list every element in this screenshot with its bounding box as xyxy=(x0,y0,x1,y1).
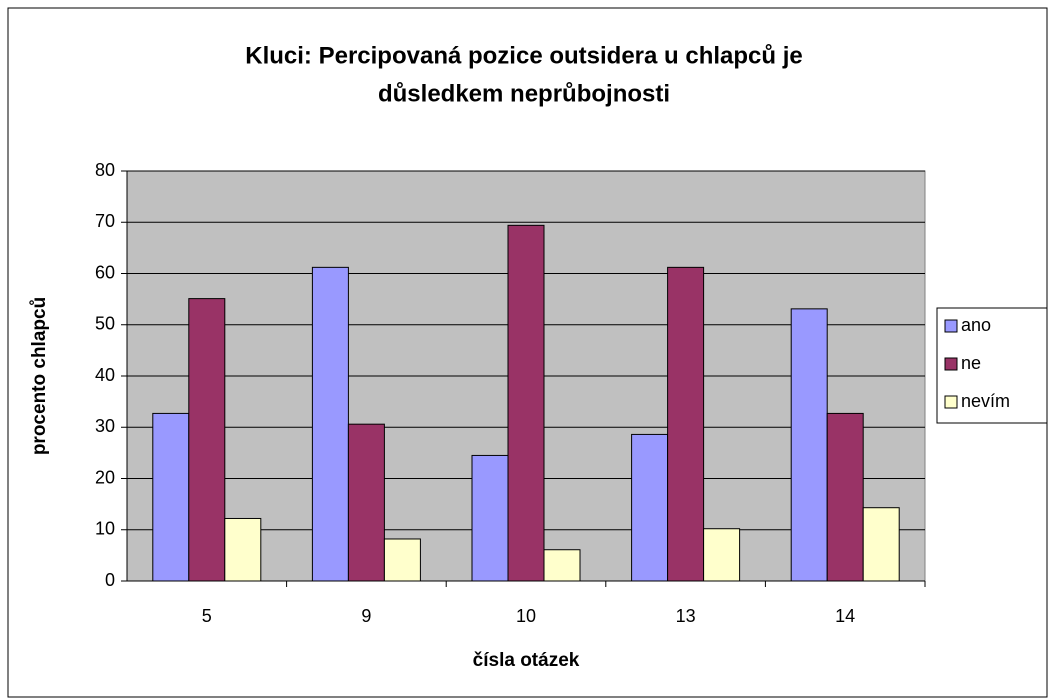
y-tick-label: 50 xyxy=(95,314,115,334)
bar xyxy=(311,266,349,582)
y-tick-label: 10 xyxy=(95,519,115,539)
x-tick-label: 14 xyxy=(835,606,855,626)
legend-label: ne xyxy=(961,353,981,373)
bar xyxy=(507,224,545,582)
bar xyxy=(703,528,741,582)
y-tick-label: 40 xyxy=(95,365,115,385)
x-axis-label: čísla otázek xyxy=(473,650,580,671)
bar xyxy=(471,454,509,582)
chart-title: důsledkem neprůbojnosti xyxy=(378,80,670,107)
x-tick-label: 10 xyxy=(516,606,536,626)
y-tick-label: 0 xyxy=(105,570,115,590)
legend-swatch xyxy=(944,395,958,409)
x-tick-label: 9 xyxy=(361,606,371,626)
y-axis-label: procento chlapců xyxy=(29,297,50,455)
bar xyxy=(862,507,900,582)
y-tick-label: 60 xyxy=(95,262,115,282)
x-tick-label: 5 xyxy=(202,606,212,626)
bar xyxy=(543,549,581,582)
legend-swatch xyxy=(944,357,958,371)
bar xyxy=(667,266,705,582)
bar xyxy=(224,517,262,582)
chart-title: Kluci: Percipovaná pozice outsidera u ch… xyxy=(245,42,802,69)
bar xyxy=(790,308,828,582)
legend-swatch xyxy=(944,319,958,333)
bar xyxy=(631,433,669,582)
bar xyxy=(347,423,385,582)
y-tick-label: 80 xyxy=(95,160,115,180)
x-tick-label: 13 xyxy=(676,606,696,626)
bar xyxy=(188,298,226,582)
bar xyxy=(152,412,190,582)
y-tick-label: 20 xyxy=(95,467,115,487)
y-tick-label: 70 xyxy=(95,211,115,231)
bar xyxy=(826,412,864,582)
y-tick-label: 30 xyxy=(95,416,115,436)
legend-label: ano xyxy=(961,315,991,335)
legend-label: nevím xyxy=(961,391,1010,411)
bar xyxy=(383,538,421,582)
